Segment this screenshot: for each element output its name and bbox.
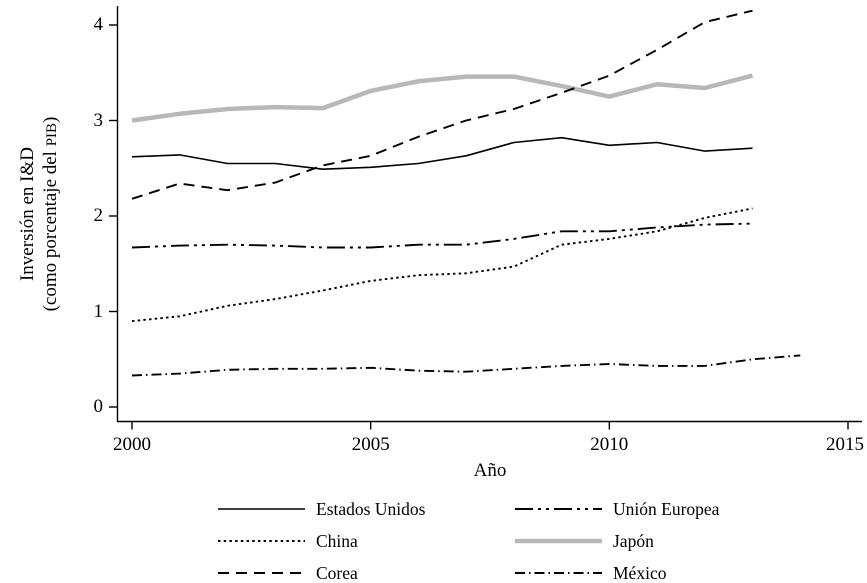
- legend-label: China: [316, 530, 358, 551]
- y-tick-label: 3: [93, 109, 104, 131]
- x-tick-label: 2015: [826, 434, 864, 455]
- legend-column-2: Unión Europea Japón México: [515, 493, 719, 583]
- series-line-china: [131, 207, 753, 323]
- legend-item-china: China: [218, 525, 425, 557]
- pib-acronym: PIB: [44, 122, 60, 147]
- series-line-estados-unidos: [131, 136, 753, 170]
- y-tick-label: 4: [93, 14, 104, 35]
- x-axis-title: Año: [473, 460, 507, 481]
- y-axis-title-line1: Inversión en I&D: [17, 146, 38, 282]
- legend-item-mexico: México: [515, 557, 719, 583]
- legend-item-union-europea: Unión Europea: [515, 493, 719, 525]
- legend-line-sample: [515, 508, 602, 510]
- legend-item-estados-unidos: Estados Unidos: [218, 493, 425, 525]
- x-tick-label: 2000: [113, 434, 151, 455]
- legend-line-sample: [218, 572, 305, 574]
- series-line-jap-n: [131, 73, 754, 123]
- legend-label: Corea: [316, 562, 358, 583]
- legend-label: Unión Europea: [613, 498, 720, 519]
- legend-label: México: [613, 562, 667, 583]
- y-axis-title: Inversión en I&D (como porcentaje del PI…: [16, 0, 64, 429]
- y-tick-label: 1: [93, 300, 104, 322]
- legend-line-sample: [515, 538, 602, 544]
- series-line-uni-n-europea: [131, 222, 753, 249]
- legend-label: Japón: [613, 530, 654, 551]
- legend-item-japon: Japón: [515, 525, 719, 557]
- legend-column-1: Estados Unidos China Corea: [218, 493, 425, 583]
- y-axis-title-line2: (como porcentaje del PIB): [40, 116, 61, 312]
- legend-item-corea: Corea: [218, 557, 425, 583]
- series-line-m-xico: [131, 354, 801, 377]
- legend-line-sample: [218, 540, 305, 542]
- y-tick-label: 2: [93, 205, 104, 226]
- x-tick-label: 2010: [590, 434, 629, 455]
- legend-label: Estados Unidos: [316, 498, 426, 519]
- legend-line-sample: [218, 508, 305, 510]
- legend-line-sample: [515, 572, 602, 574]
- y-tick-label: 0: [93, 396, 104, 417]
- series-line-corea: [131, 9, 753, 200]
- x-tick-label: 2005: [351, 434, 390, 455]
